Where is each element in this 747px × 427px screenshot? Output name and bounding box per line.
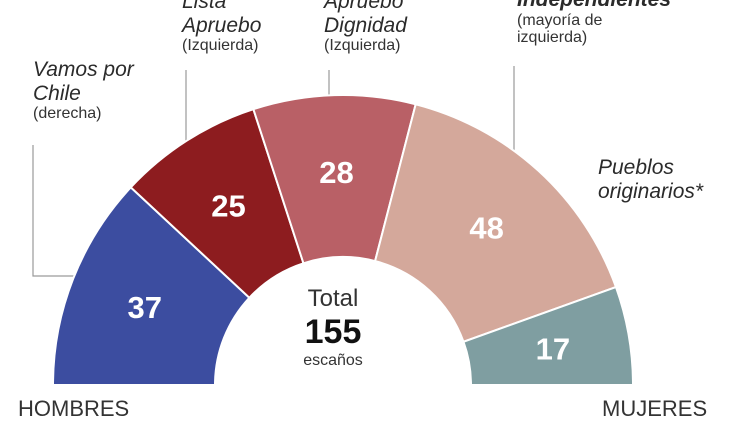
- value-labels: 37 25 28 48 17: [128, 155, 571, 366]
- segment-name: Vamos por Chile: [33, 58, 134, 105]
- segment-pueblos-originarios: [462, 285, 635, 386]
- value-label-pueblos-originarios: 17: [536, 331, 570, 366]
- right-label: MUJERES: [602, 396, 708, 421]
- segment-name: Independientes: [517, 0, 671, 12]
- segment-note: (mayoría de izquierda): [517, 11, 603, 47]
- segment-name: Apruebo Dignidad: [324, 0, 407, 37]
- segment-name: Lista Apruebo: [182, 0, 262, 37]
- label-vamos-por-chile: Vamos por Chile (derecha): [33, 58, 143, 123]
- segment-note: (Izquierda): [182, 37, 259, 55]
- value-label-vamos-por-chile: 37: [128, 290, 162, 325]
- value-label-independientes: 48: [469, 211, 503, 246]
- label-apruebo-dignidad: Apruebo Dignidad (Izquierda): [324, 0, 434, 55]
- leader-lines: [32, 66, 515, 277]
- total-value: 155: [304, 312, 362, 351]
- leader-line: [32, 145, 82, 277]
- total-block: Total 155 escaños: [273, 285, 393, 370]
- segment-name: Pueblos originarios*: [598, 156, 704, 203]
- label-pueblos-originarios: Pueblos originarios*: [598, 156, 728, 203]
- total-unit: escaños: [303, 351, 363, 369]
- segments: [51, 94, 635, 386]
- value-label-apruebo-dignidad: 28: [319, 155, 353, 190]
- segment-note: (Izquierda): [324, 37, 401, 55]
- value-label-lista-apruebo: 25: [211, 188, 245, 223]
- segment-vamos-por-chile: [51, 185, 251, 386]
- segment-independientes: [373, 103, 618, 344]
- left-label: HOMBRES: [18, 396, 130, 421]
- total-label: Total: [307, 285, 359, 312]
- label-independientes: Independientes (mayoría de izquierda): [517, 0, 671, 47]
- label-lista-apruebo: Lista Apruebo (Izquierda): [182, 0, 272, 55]
- segment-note: (derecha): [33, 105, 102, 123]
